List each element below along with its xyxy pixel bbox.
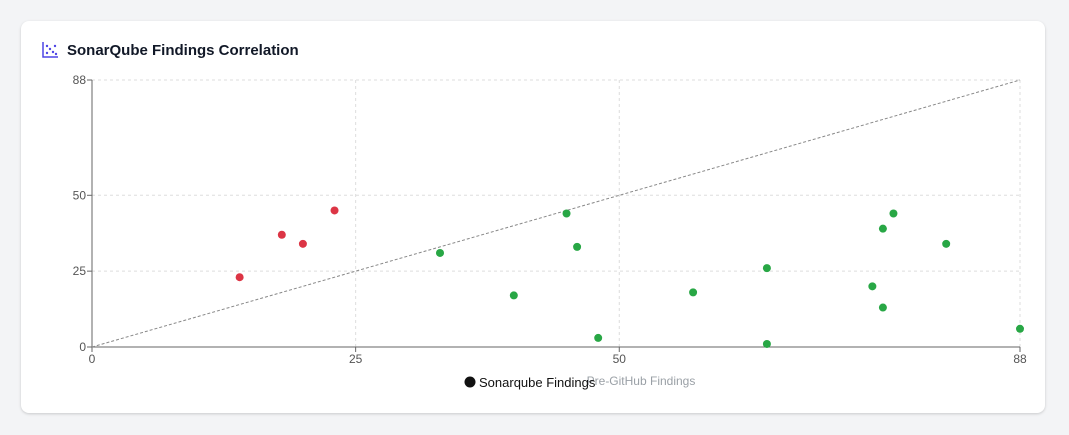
data-point[interactable] xyxy=(562,209,571,218)
chart-card: SonarQube Findings Correlation xyxy=(21,21,1045,413)
x-axis-title: Pre-GitHub Findings xyxy=(587,374,696,388)
data-point[interactable] xyxy=(298,239,307,248)
data-point[interactable] xyxy=(689,288,698,297)
data-point[interactable] xyxy=(762,264,771,273)
data-point[interactable] xyxy=(868,282,877,291)
y-tick-label: 25 xyxy=(73,264,87,278)
reference-diagonal-line xyxy=(91,79,1021,348)
data-point[interactable] xyxy=(594,333,603,342)
x-tick-label: 50 xyxy=(613,352,627,366)
data-point[interactable] xyxy=(573,242,582,251)
legend-marker xyxy=(464,376,476,388)
data-point[interactable] xyxy=(277,230,286,239)
data-point[interactable] xyxy=(942,239,951,248)
y-tick-label: 0 xyxy=(79,340,86,354)
data-point[interactable] xyxy=(235,273,244,282)
data-point[interactable] xyxy=(436,248,444,257)
data-point[interactable] xyxy=(1016,324,1024,333)
scatter-chart-icon xyxy=(42,42,58,58)
y-tick-label: 50 xyxy=(73,188,87,202)
data-point[interactable] xyxy=(509,291,518,300)
data-point[interactable] xyxy=(878,224,887,233)
y-tick-label: 88 xyxy=(73,73,87,87)
data-point[interactable] xyxy=(878,303,887,312)
legend-label: Sonarqube Findings xyxy=(479,375,596,390)
card-header: SonarQube Findings Correlation xyxy=(41,41,299,59)
x-tick-label: 25 xyxy=(349,352,363,366)
x-tick-label: 88 xyxy=(1013,352,1027,366)
data-point[interactable] xyxy=(330,206,339,215)
x-tick-label: 0 xyxy=(89,352,96,366)
data-point[interactable] xyxy=(889,209,898,218)
chart-title: SonarQube Findings Correlation xyxy=(67,41,299,59)
data-point[interactable] xyxy=(762,339,771,348)
